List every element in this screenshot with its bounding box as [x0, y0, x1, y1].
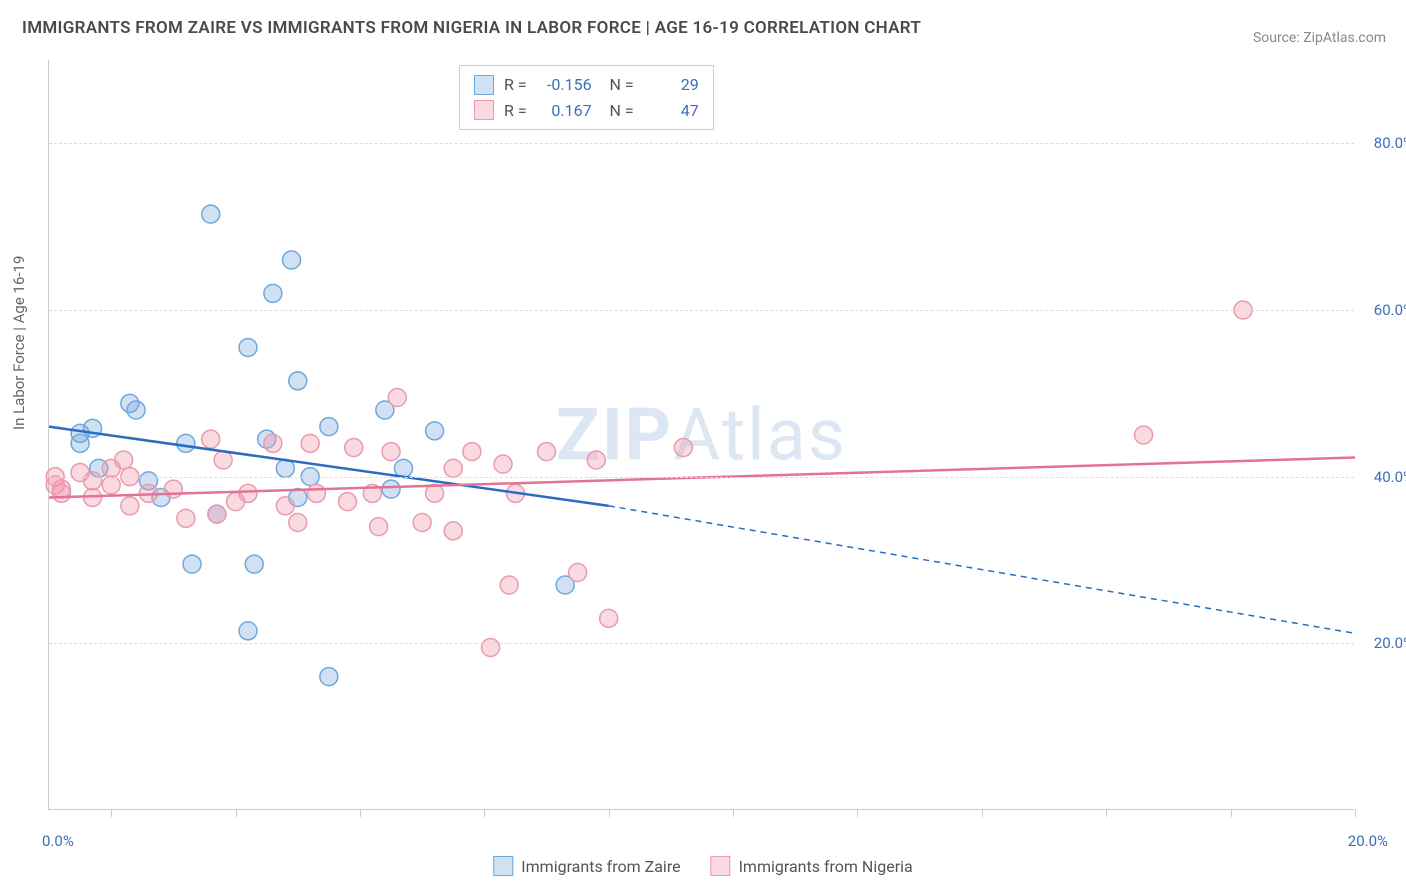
data-point: [289, 372, 307, 390]
x-tick: [1231, 809, 1232, 817]
data-point: [71, 434, 89, 452]
data-point: [115, 451, 133, 469]
source-attribution: Source: ZipAtlas.com: [1253, 30, 1386, 46]
legend-label: Immigrants from Nigeria: [739, 857, 913, 876]
gridline: [49, 143, 1354, 144]
x-tick-label: 0.0%: [42, 832, 74, 850]
x-tick: [857, 809, 858, 817]
data-point: [426, 422, 444, 440]
data-point: [382, 480, 400, 498]
data-point: [84, 472, 102, 490]
data-point: [283, 251, 301, 269]
data-point: [339, 493, 357, 511]
data-point: [102, 476, 120, 494]
x-tick: [733, 809, 734, 817]
data-point: [202, 430, 220, 448]
data-point: [239, 622, 257, 640]
y-axis-label: In Labor Force | Age 16-19: [10, 256, 28, 430]
chart-title: IMMIGRANTS FROM ZAIRE VS IMMIGRANTS FROM…: [22, 18, 921, 38]
data-point: [463, 443, 481, 461]
data-point: [538, 443, 556, 461]
data-point: [289, 514, 307, 532]
data-point: [600, 609, 618, 627]
trend-line-extrapolated: [609, 506, 1355, 633]
data-point: [276, 497, 294, 515]
data-point: [345, 439, 363, 457]
data-point: [413, 514, 431, 532]
data-point: [264, 434, 282, 452]
data-point: [494, 455, 512, 473]
data-point: [239, 484, 257, 502]
x-tick: [111, 809, 112, 817]
data-point: [245, 555, 263, 573]
data-point: [164, 480, 182, 498]
data-point: [202, 205, 220, 223]
data-point: [214, 451, 232, 469]
y-tick-label: 60.0%: [1374, 301, 1406, 319]
data-point: [208, 505, 226, 523]
x-tick: [1355, 809, 1356, 817]
gridline: [49, 310, 1354, 311]
chart-svg: [49, 60, 1354, 809]
x-tick-label: 20.0%: [1348, 832, 1388, 850]
data-point: [177, 434, 195, 452]
data-point: [482, 639, 500, 657]
data-point: [444, 459, 462, 477]
legend-item: Immigrants from Zaire: [493, 856, 680, 876]
gridline: [49, 643, 1354, 644]
swatch-icon: [493, 856, 513, 876]
data-point: [382, 443, 400, 461]
swatch-icon: [711, 856, 731, 876]
data-point: [320, 668, 338, 686]
data-point: [587, 451, 605, 469]
x-tick: [982, 809, 983, 817]
y-tick-label: 40.0%: [1374, 468, 1406, 486]
y-tick-label: 20.0%: [1374, 634, 1406, 652]
x-tick: [360, 809, 361, 817]
data-point: [264, 284, 282, 302]
data-point: [394, 459, 412, 477]
series-legend: Immigrants from Zaire Immigrants from Ni…: [493, 856, 912, 876]
data-point: [370, 518, 388, 536]
data-point: [444, 522, 462, 540]
legend-item: Immigrants from Nigeria: [711, 856, 913, 876]
data-point: [388, 389, 406, 407]
data-point: [1135, 426, 1153, 444]
x-tick: [1106, 809, 1107, 817]
data-point: [301, 434, 319, 452]
x-tick: [609, 809, 610, 817]
y-tick-label: 80.0%: [1374, 134, 1406, 152]
data-point: [674, 439, 692, 457]
data-point: [183, 555, 201, 573]
data-point: [239, 339, 257, 357]
data-point: [177, 509, 195, 527]
x-tick: [484, 809, 485, 817]
data-point: [500, 576, 518, 594]
legend-label: Immigrants from Zaire: [521, 857, 680, 876]
data-point: [569, 564, 587, 582]
data-point: [127, 401, 145, 419]
data-point: [52, 480, 70, 498]
data-point: [121, 497, 139, 515]
data-point: [320, 418, 338, 436]
x-tick: [236, 809, 237, 817]
data-point: [307, 484, 325, 502]
gridline: [49, 477, 1354, 478]
plot-area: ZIPAtlas R = -0.156 N = 29 R = 0.167 N =…: [48, 60, 1354, 810]
